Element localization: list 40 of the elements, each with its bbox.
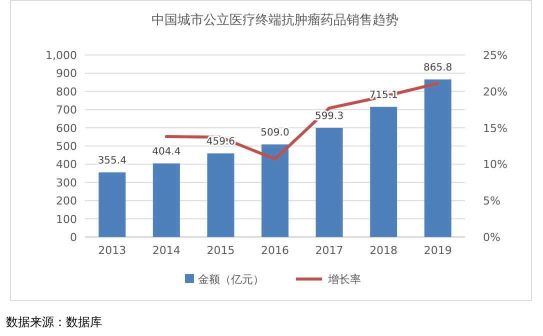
x-tick-label: 2015 <box>206 244 235 257</box>
bar <box>98 172 126 237</box>
y2-tick-label: 0% <box>483 231 500 244</box>
y-tick-label: 0 <box>70 231 77 244</box>
chart-title: 中国城市公立医疗终端抗肿瘤药品销售趋势 <box>152 12 398 28</box>
bar <box>207 153 234 237</box>
y2-tick-label: 15% <box>483 122 508 135</box>
y-tick-label: 600 <box>56 122 77 135</box>
data-label: 865.8 <box>424 62 452 74</box>
y-tick-label: 200 <box>56 194 77 208</box>
data-label: 459.6 <box>206 136 236 148</box>
y-tick-label: 500 <box>56 140 77 153</box>
legend-label: 增长率 <box>327 273 361 286</box>
x-tick-label: 2018 <box>370 244 398 257</box>
y2-tick-label: 10% <box>483 158 508 172</box>
y-tick-label: 100 <box>56 212 77 226</box>
legend-label: 金额（亿元） <box>198 273 264 286</box>
x-tick-label: 2017 <box>315 244 344 257</box>
x-tick-label: 2016 <box>261 244 289 257</box>
data-label: 355.4 <box>98 155 126 166</box>
x-tick-label: 2013 <box>98 244 126 257</box>
y-tick-label: 300 <box>56 176 77 190</box>
y2-tick-label: 25% <box>483 49 508 62</box>
y-tick-label: 800 <box>56 85 77 98</box>
y-tick-label: 1,000 <box>46 49 77 62</box>
data-label: 509.0 <box>260 127 290 138</box>
y-tick-label: 700 <box>56 104 77 117</box>
y2-tick-label: 5% <box>483 194 500 208</box>
y-tick-label: 400 <box>56 158 77 172</box>
x-tick-label: 2014 <box>152 244 180 257</box>
bar <box>152 163 180 237</box>
data-label: 404.4 <box>152 146 181 158</box>
source-note: 数据来源：数据库 <box>6 315 102 329</box>
bar <box>370 106 398 237</box>
bar <box>424 79 452 237</box>
y-tick-label: 900 <box>56 67 77 80</box>
y2-tick-label: 20% <box>483 85 508 98</box>
bar <box>316 128 343 237</box>
x-tick-label: 2019 <box>424 244 452 257</box>
bar <box>262 144 288 237</box>
